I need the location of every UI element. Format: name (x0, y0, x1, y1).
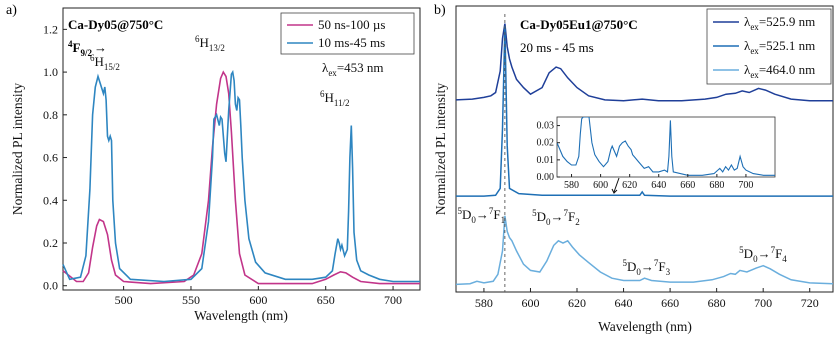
inset-x-axis: 580 600 620 640 660 680 700 (564, 174, 753, 191)
panel-a-initial-level: 4F9/2 → (68, 39, 107, 58)
panel-a-x-tick-label-700: 700 (384, 293, 402, 307)
panel-b-transition-labels: 5D0→7F1 5D0→7F2 5D0→7F3 5D0→7F4 (458, 206, 788, 277)
inset-x-tick-label-640: 640 (651, 180, 666, 191)
panel-a-legend: 50 ns-100 µs 10 ms-45 ms (280, 12, 415, 55)
inset-x-tick-label-660: 660 (680, 180, 695, 191)
panel-a-label: a) (6, 3, 17, 18)
panel-a-label-h11-2: 6H11/2 (320, 89, 350, 108)
panel-a-x-tick-label-550: 550 (182, 293, 200, 307)
legend-label-525-1: λex=525.1 nm (744, 38, 815, 56)
panel-a-frame (62, 7, 421, 291)
panel-a-y-tick-label-0.2: 0.2 (43, 236, 58, 250)
panel-a-y-tick-label-0.6: 0.6 (43, 151, 58, 165)
panel-b-x-tick-label-700: 700 (754, 296, 772, 310)
panel-a-y-tick-label-0.4: 0.4 (43, 193, 58, 207)
panel-a-series-1-line (62, 70, 420, 285)
inset-x-tick-label-620: 620 (622, 180, 637, 191)
transition-label-2: 5D0→7F2 (532, 208, 580, 227)
panel-a-label-h15-2: 6H15/2 (90, 53, 120, 72)
inset-pointer-arrow (613, 177, 620, 193)
panel-a-y-axis: 0.0 0.2 0.4 0.6 0.8 1.0 1.2 (43, 22, 67, 293)
legend-label-464-0: λex=464.0 nm (744, 62, 815, 80)
panel-b: b) 580 600 620 640 660 680 700 720 Wavelength (… (433, 3, 834, 334)
legend-label-525-9: λex=525.9 nm (744, 14, 815, 32)
panel-b-x-tick-label-680: 680 (708, 296, 726, 310)
panel-b-x-axis: 580 600 620 640 660 680 700 720 (475, 288, 819, 310)
transition-label-4: 5D0→7F4 (739, 245, 787, 264)
panel-a-y-tick-label-0.8: 0.8 (43, 108, 58, 122)
panel-a-y-axis-label: Normalized PL intensity (10, 83, 25, 215)
inset-y-tick-label-0.00: 0.00 (537, 172, 555, 183)
inset-y-tick-label-0.01: 0.01 (537, 155, 555, 166)
legend-label-10ms: 10 ms-45 ms (318, 35, 385, 50)
inset-pointer-arrowhead (611, 188, 618, 194)
panel-a-label-h13-2: 6H13/2 (195, 34, 225, 53)
panel-b-x-tick-label-720: 720 (801, 296, 819, 310)
panel-a-plot-area (62, 69, 420, 285)
panel-a-x-tick-label-600: 600 (249, 293, 267, 307)
inset-x-tick-label-700: 700 (738, 180, 753, 191)
inset-y-axis: 0.00 0.01 0.02 0.03 (537, 121, 560, 183)
panel-a-y-tick-label-1.0: 1.0 (43, 65, 58, 79)
panel-a-sample-name: Ca-Dy05@750°C (68, 17, 163, 32)
panel-a-excitation-note: λex=453 nm (322, 60, 384, 78)
panel-a-series-2-line (62, 69, 420, 283)
inset-x-tick-label-680: 680 (709, 180, 724, 191)
panel-b-x-tick-label-620: 620 (568, 296, 586, 310)
panel-b-frame (455, 5, 834, 293)
panel-b-series-2-line (456, 25, 833, 197)
panel-a-legend-box (280, 12, 415, 55)
panel-a-x-axis-label: Wavelength (nm) (194, 308, 288, 323)
panel-b-series-1-line (455, 23, 833, 102)
transition-label-1: 5D0→7F1 (458, 206, 506, 225)
panel-b-x-tick-label-600: 600 (521, 296, 539, 310)
legend-label-50ns: 50 ns-100 µs (318, 17, 385, 32)
inset-y-tick-label-0.02: 0.02 (537, 138, 555, 149)
panel-b-inset: 580 600 620 640 660 680 700 0.00 0.01 0.02 0.03 (537, 116, 776, 194)
inset-series-line (557, 117, 775, 176)
panel-b-x-tick-label-580: 580 (475, 296, 493, 310)
panel-b-gate: 20 ms - 45 ms (520, 40, 594, 55)
transition-label-3: 5D0→7F3 (623, 258, 671, 277)
panel-b-sample-name: Ca-Dy05Eu1@750°C (520, 17, 638, 32)
panel-b-label: b) (434, 3, 446, 18)
panel-a-y-tick-label-1.2: 1.2 (43, 22, 58, 36)
panel-a: a) 500 550 600 650 700 0.0 0.2 0.4 0.6 0.8 1.0 1.2… (6, 3, 421, 323)
panel-b-x-axis-label: Wavelength (nm) (598, 319, 692, 334)
panel-a-x-axis: 500 550 600 650 700 (115, 286, 402, 307)
panel-b-y-axis-label: Normalized PL intensity (433, 83, 448, 215)
inset-x-tick-label-580: 580 (564, 180, 579, 191)
panel-b-x-tick-label-660: 660 (661, 296, 679, 310)
panel-b-x-tick-label-640: 640 (615, 296, 633, 310)
panel-b-legend: λex=525.9 nm λex=525.1 nm λex=464.0 nm (706, 8, 832, 85)
inset-x-tick-label-600: 600 (593, 180, 608, 191)
panel-a-x-tick-label-650: 650 (317, 293, 335, 307)
panel-a-x-tick-label-500: 500 (115, 293, 133, 307)
inset-y-tick-label-0.03: 0.03 (537, 121, 555, 132)
inset-plot-area (557, 117, 775, 176)
panel-a-y-tick-label-0.0: 0.0 (43, 279, 58, 293)
